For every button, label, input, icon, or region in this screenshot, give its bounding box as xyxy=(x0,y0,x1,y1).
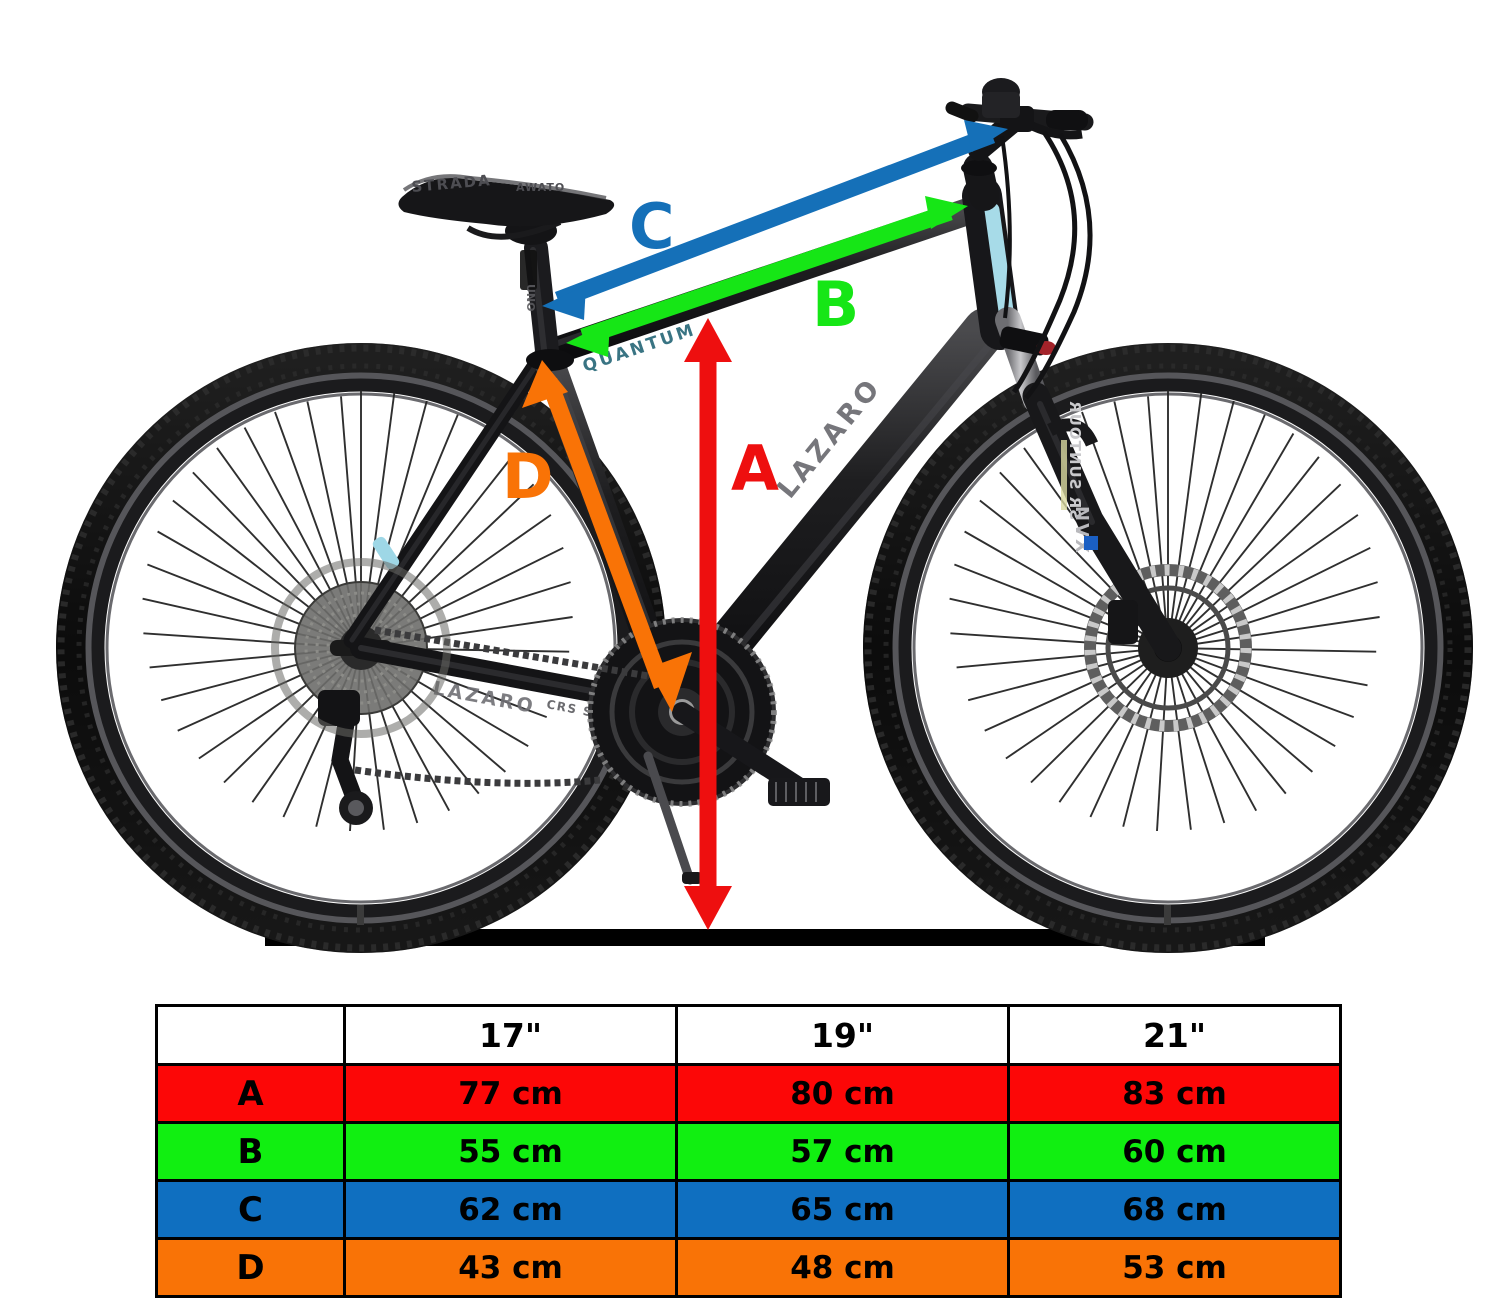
measurement-arrow-c xyxy=(542,120,1008,320)
row-key-a: A xyxy=(155,1063,346,1124)
cell-a-19: 80 cm xyxy=(675,1063,1010,1124)
cell-d-17: 43 cm xyxy=(343,1237,678,1298)
cell-c-21: 68 cm xyxy=(1007,1179,1342,1240)
cell-c-17: 62 cm xyxy=(343,1179,678,1240)
cell-b-19: 57 cm xyxy=(675,1121,1010,1182)
ground-line xyxy=(265,929,1265,946)
cell-a-21: 83 cm xyxy=(1007,1063,1342,1124)
table-header-size-21: 21" xyxy=(1007,1004,1342,1066)
measurement-label-d: D xyxy=(502,440,554,513)
row-key-c: C xyxy=(155,1179,346,1240)
table-header-size-19: 19" xyxy=(675,1004,1010,1066)
cell-d-19: 48 cm xyxy=(675,1237,1010,1298)
table-row: A 77 cm 80 cm 83 cm xyxy=(155,1063,1342,1124)
saddle-assembly: UNO STRADA AWATO xyxy=(398,171,615,372)
frame-size-table: 17" 19" 21" A 77 cm 80 cm 83 cm B 55 cm … xyxy=(155,1004,1342,1298)
page-root: LAZARO QUANTUM LAZARO CRS Series UNO xyxy=(56,78,1473,1298)
cell-a-17: 77 cm xyxy=(343,1063,678,1124)
svg-text:UNO: UNO xyxy=(524,284,537,312)
measurement-arrow-b xyxy=(566,196,968,357)
measurement-label-c: C xyxy=(629,190,675,263)
measurement-label-b: B xyxy=(812,268,860,341)
row-key-d: D xyxy=(155,1237,346,1298)
cell-b-21: 60 cm xyxy=(1007,1121,1342,1182)
bicycle-svg: LAZARO QUANTUM LAZARO CRS Series UNO xyxy=(56,78,1473,953)
row-key-b: B xyxy=(155,1121,346,1182)
measurement-label-a: A xyxy=(731,432,779,505)
cell-b-17: 55 cm xyxy=(343,1121,678,1182)
cell-c-19: 65 cm xyxy=(675,1179,1010,1240)
table-corner-cell xyxy=(155,1004,346,1066)
table-head: 17" 19" 21" xyxy=(155,1004,1342,1066)
table-body: A 77 cm 80 cm 83 cm B 55 cm 57 cm 60 cm … xyxy=(155,1063,1342,1298)
cell-d-21: 53 cm xyxy=(1007,1237,1342,1298)
measurement-arrow-a xyxy=(684,318,732,930)
suspension-fork: SR SUNTOUR NVX xyxy=(995,307,1182,662)
table-row: B 55 cm 57 cm 60 cm xyxy=(155,1121,1342,1182)
front-wheel xyxy=(863,343,1473,953)
svg-text:SR SUNTOUR: SR SUNTOUR xyxy=(1066,400,1084,520)
table-row: C 62 cm 65 cm 68 cm xyxy=(155,1179,1342,1240)
measurement-arrow-d xyxy=(522,360,692,712)
table-header-size-17: 17" xyxy=(343,1004,678,1066)
svg-text:AWATO: AWATO xyxy=(516,181,565,194)
table-header-row: 17" 19" 21" xyxy=(155,1004,1342,1066)
bicycle-illustration: LAZARO QUANTUM LAZARO CRS Series UNO xyxy=(56,78,1473,953)
table-row: D 43 cm 48 cm 53 cm xyxy=(155,1237,1342,1298)
